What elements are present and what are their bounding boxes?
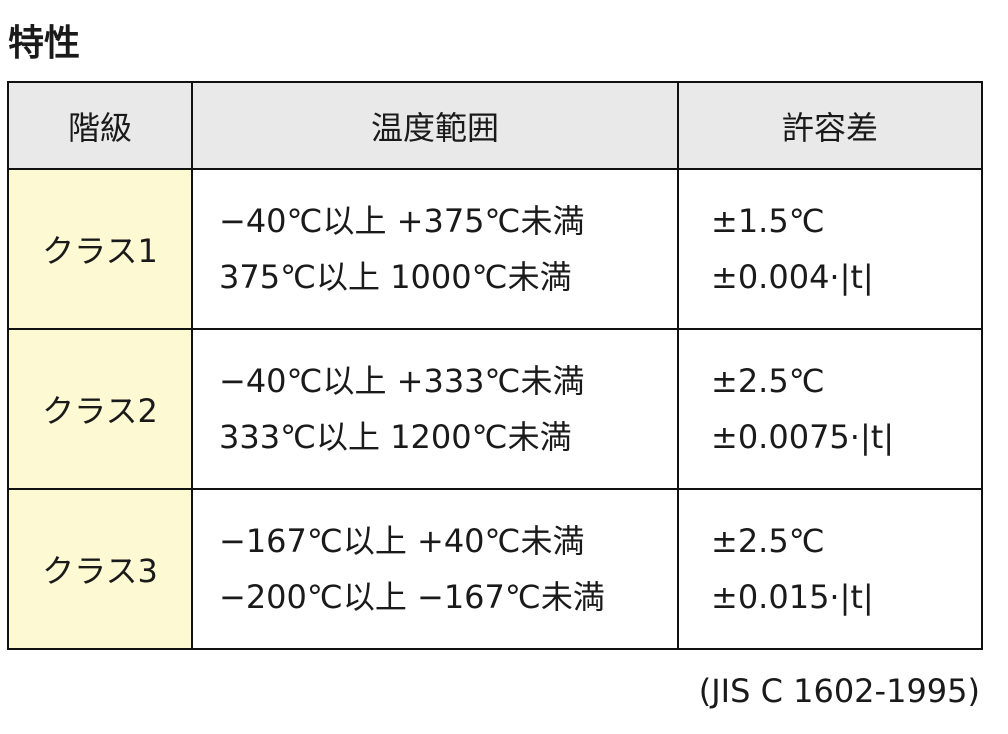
tolerance-line: ±0.015·|t| [711, 578, 874, 616]
characteristics-table: 階級 温度範囲 許容差 クラス1 −40℃以上 +375℃未満 375℃以上 1… [7, 81, 983, 650]
header-temperature-range: 温度範囲 [191, 81, 679, 170]
section-title: 特性 [8, 23, 81, 64]
range-cell: −40℃以上 +375℃未満 375℃以上 1000℃未満 [191, 168, 679, 330]
range-line: −40℃以上 +375℃未満 [219, 202, 585, 240]
table-row: クラス1 −40℃以上 +375℃未満 375℃以上 1000℃未満 ±1.5℃… [7, 168, 983, 330]
header-class: 階級 [7, 81, 193, 170]
tolerance-line: ±0.004·|t| [711, 258, 874, 296]
class-cell: クラス3 [7, 488, 193, 650]
table-row: クラス2 −40℃以上 +333℃未満 333℃以上 1200℃未満 ±2.5℃… [7, 328, 983, 490]
tolerance-line: ±2.5℃ [711, 522, 825, 560]
source-note: (JIS C 1602-1995) [698, 672, 980, 710]
class-cell: クラス2 [7, 328, 193, 490]
range-line: 375℃以上 1000℃未満 [219, 258, 572, 296]
table-header-row: 階級 温度範囲 許容差 [7, 81, 983, 170]
range-line: −167℃以上 +40℃未満 [219, 522, 585, 560]
header-tolerance: 許容差 [677, 81, 983, 170]
range-line: −200℃以上 −167℃未満 [219, 578, 605, 616]
tolerance-cell: ±2.5℃ ±0.015·|t| [677, 488, 983, 650]
range-cell: −40℃以上 +333℃未満 333℃以上 1200℃未満 [191, 328, 679, 490]
tolerance-line: ±1.5℃ [711, 202, 825, 240]
table-row: クラス3 −167℃以上 +40℃未満 −200℃以上 −167℃未満 ±2.5… [7, 488, 983, 650]
range-cell: −167℃以上 +40℃未満 −200℃以上 −167℃未満 [191, 488, 679, 650]
tolerance-line: ±0.0075·|t| [711, 418, 895, 456]
class-cell: クラス1 [7, 168, 193, 330]
tolerance-line: ±2.5℃ [711, 362, 825, 400]
range-line: 333℃以上 1200℃未満 [219, 418, 572, 456]
range-line: −40℃以上 +333℃未満 [219, 362, 585, 400]
tolerance-cell: ±1.5℃ ±0.004·|t| [677, 168, 983, 330]
tolerance-cell: ±2.5℃ ±0.0075·|t| [677, 328, 983, 490]
